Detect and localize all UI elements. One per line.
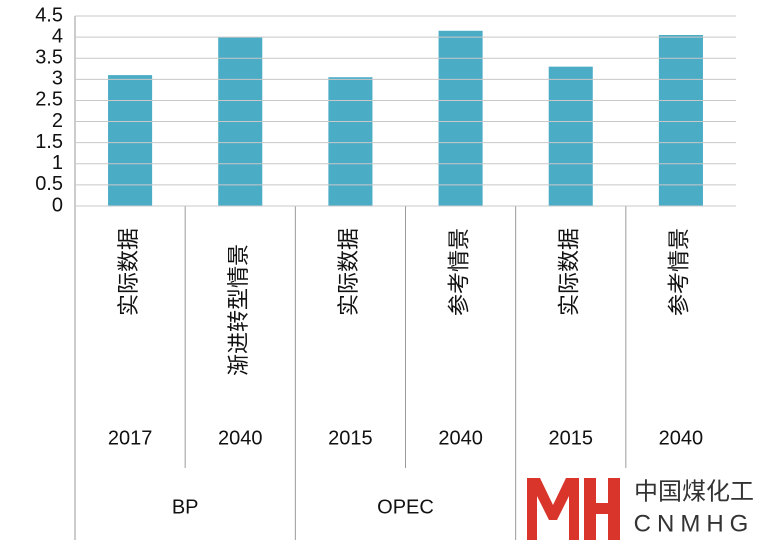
year-label: 2040 — [438, 427, 483, 449]
y-tick-label: 2 — [52, 110, 63, 132]
logo-m — [527, 478, 579, 540]
y-tick-label: 4 — [52, 25, 63, 47]
year-label: 2017 — [108, 427, 153, 449]
year-label: 2015 — [549, 427, 594, 449]
year-label: 2040 — [659, 427, 704, 449]
bar — [658, 35, 703, 206]
x-tick-label: 参考情景 — [446, 228, 471, 316]
y-tick-label: 1.5 — [35, 131, 63, 153]
y-tick-label: 2.5 — [35, 89, 63, 111]
watermark-text: 中国煤化工 — [634, 478, 754, 505]
year-label: 2040 — [218, 427, 263, 449]
bar — [328, 77, 373, 206]
bar — [108, 75, 153, 206]
x-tick-label: 渐进转型情景 — [226, 244, 251, 376]
x-tick-label: 实际数据 — [557, 228, 582, 316]
watermark-subtext: CNMHG — [634, 510, 755, 537]
y-tick-label: 1 — [52, 152, 63, 174]
bar — [548, 66, 593, 207]
x-tick-label: 参考情景 — [667, 228, 692, 316]
year-label: 2015 — [328, 427, 373, 449]
y-tick-label: 0 — [52, 194, 63, 216]
y-tick-label: 3 — [52, 68, 63, 90]
y-tick-label: 3.5 — [35, 47, 63, 69]
bar — [438, 30, 483, 207]
group-label: OPEC — [377, 496, 434, 518]
y-tick-label: 4.5 — [35, 4, 63, 26]
x-tick-label: 实际数据 — [116, 228, 141, 316]
group-label: BP — [172, 496, 199, 518]
x-tick-label: 实际数据 — [336, 228, 361, 316]
logo: 中国煤化工 CNMHG — [527, 478, 754, 540]
logo-h — [584, 478, 620, 540]
y-tick-label: 0.5 — [35, 173, 63, 195]
